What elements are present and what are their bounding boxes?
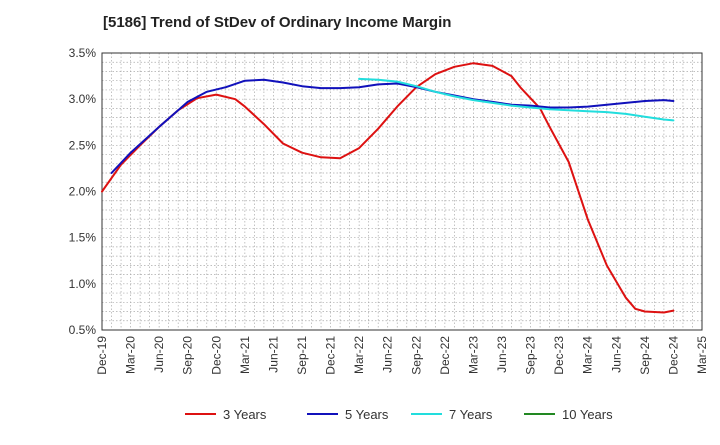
legend-label: 5 Years bbox=[345, 407, 389, 422]
x-tick-label: Mar-22 bbox=[352, 336, 366, 374]
x-tick-label: Jun-24 bbox=[609, 336, 623, 373]
legend-label: 3 Years bbox=[223, 407, 267, 422]
y-tick-label: 2.0% bbox=[69, 185, 97, 199]
y-tick-label: 3.5% bbox=[69, 46, 97, 60]
x-tick-label: Jun-22 bbox=[381, 336, 395, 373]
y-tick-label: 1.0% bbox=[69, 277, 97, 291]
x-tick-label: Mar-21 bbox=[238, 336, 252, 374]
x-tick-label: Jun-21 bbox=[266, 336, 280, 373]
series-line-3-years bbox=[101, 62, 675, 314]
series-line-7-years bbox=[358, 77, 675, 122]
y-tick-label: 1.5% bbox=[69, 231, 97, 245]
x-tick-label: Dec-24 bbox=[666, 336, 680, 375]
x-tick-label: Mar-23 bbox=[466, 336, 480, 374]
x-tick-label: Sep-21 bbox=[295, 336, 309, 375]
x-tick-label: Sep-20 bbox=[181, 336, 195, 375]
y-tick-label: 2.5% bbox=[69, 138, 97, 152]
x-tick-label: Jun-23 bbox=[495, 336, 509, 373]
x-tick-label: Dec-19 bbox=[95, 336, 109, 375]
x-tick-label: Jun-20 bbox=[152, 336, 166, 373]
legend-label: 7 Years bbox=[449, 407, 493, 422]
x-tick-label: Dec-23 bbox=[552, 336, 566, 375]
legend: 3 Years 5 Years 7 Years 10 Years bbox=[185, 407, 613, 422]
series-lines bbox=[101, 62, 675, 314]
y-tick-label: 0.5% bbox=[69, 323, 97, 337]
x-tick-label: Sep-22 bbox=[409, 336, 423, 375]
x-tick-label: Mar-25 bbox=[695, 336, 709, 374]
series-line-5-years bbox=[110, 78, 675, 174]
x-tick-label: Dec-22 bbox=[438, 336, 452, 375]
x-tick-label: Sep-24 bbox=[638, 336, 652, 375]
legend-label: 10 Years bbox=[562, 407, 613, 422]
grid-lines bbox=[101, 52, 703, 331]
x-tick-label: Mar-24 bbox=[581, 336, 595, 374]
plot-area bbox=[102, 53, 702, 330]
x-tick-label: Sep-23 bbox=[524, 336, 538, 375]
x-tick-label: Dec-20 bbox=[209, 336, 223, 375]
x-tick-label: Mar-20 bbox=[124, 336, 138, 374]
axes: 0.5% 1.0% 1.5% 2.0% 2.5% 3.0% 3.5% Dec-19 Mar-20… bbox=[69, 46, 709, 375]
y-tick-label: 3.0% bbox=[69, 92, 97, 106]
chart-title: [5186] Trend of StDev of Ordinary Income… bbox=[103, 14, 452, 31]
x-tick-label: Dec-21 bbox=[324, 336, 338, 375]
